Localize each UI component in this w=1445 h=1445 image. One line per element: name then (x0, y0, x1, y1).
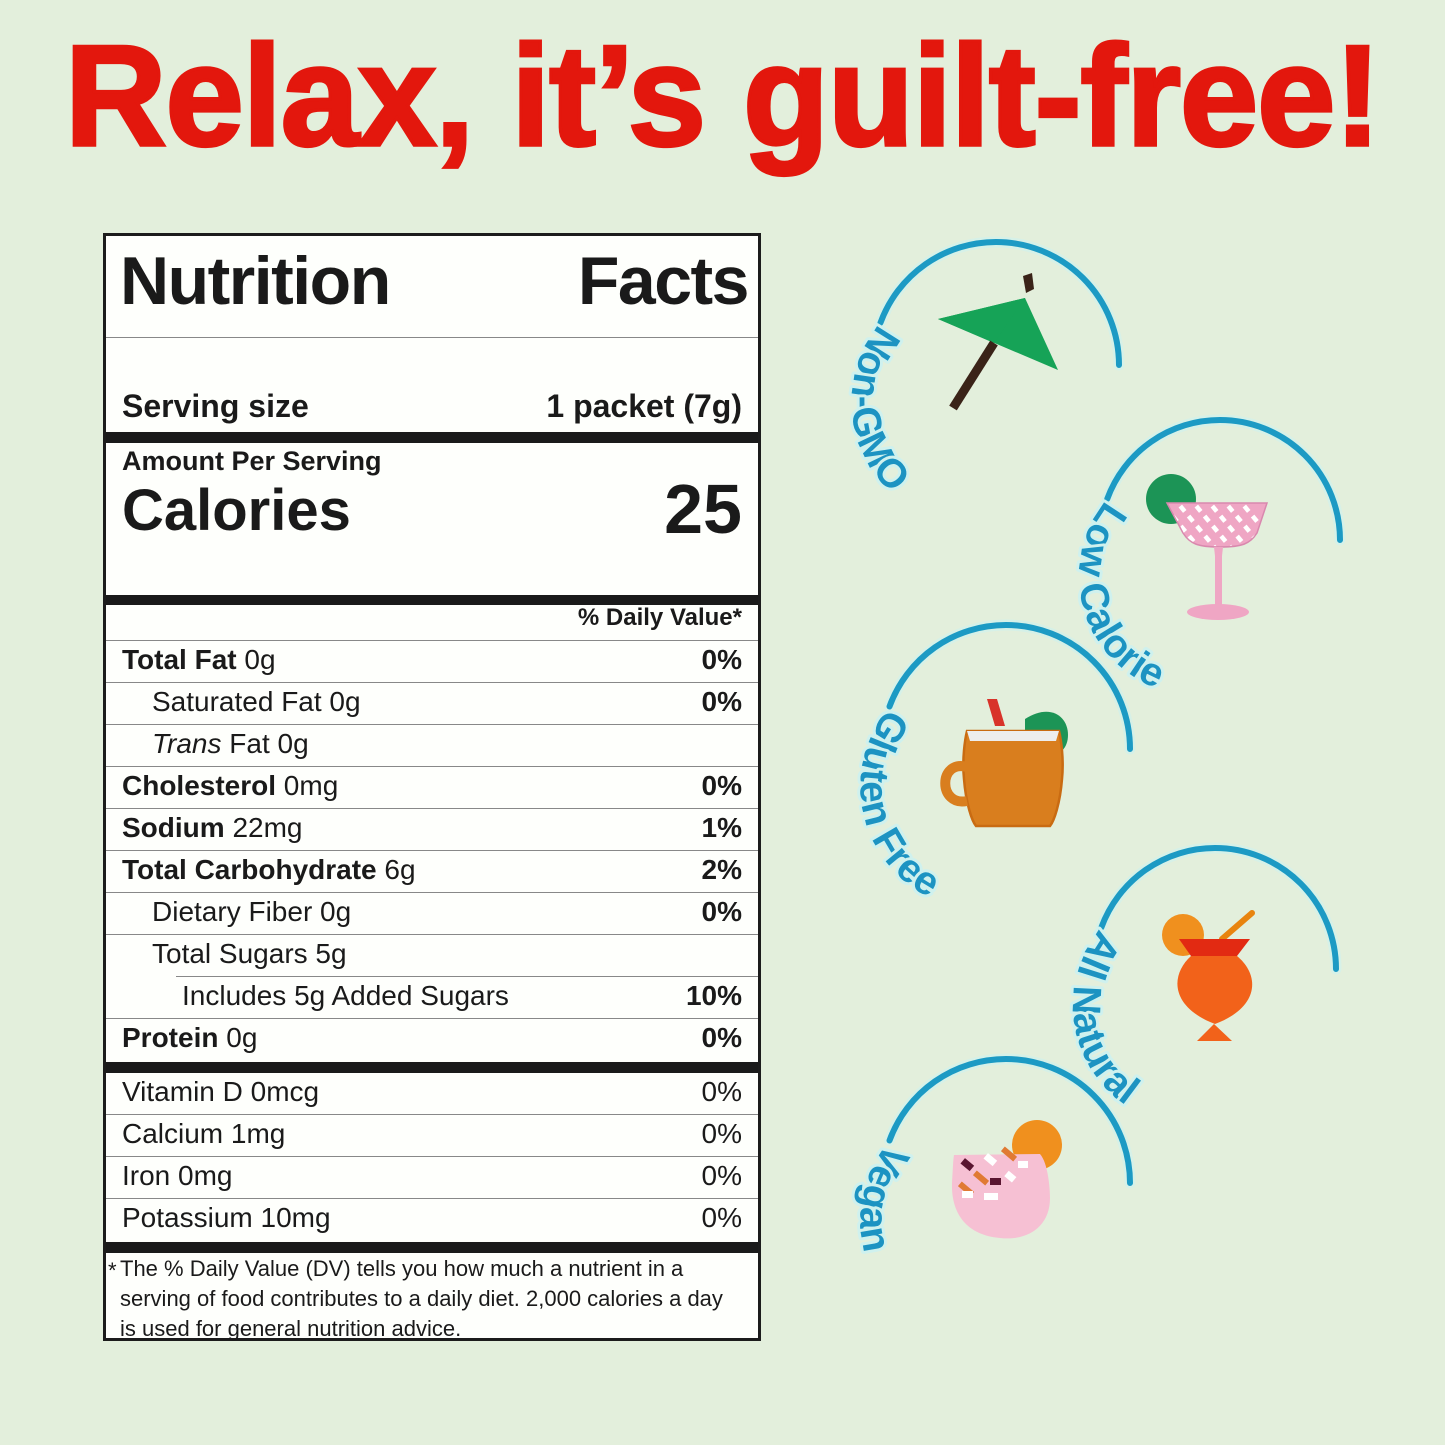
svg-text:Gluten Free: Gluten Free (851, 703, 947, 906)
svg-text:Vegan: Vegan (851, 1137, 917, 1255)
svg-text:Low Calorie: Low Calorie (1069, 495, 1172, 697)
svg-text:Non-GMO: Non-GMO (842, 319, 918, 500)
